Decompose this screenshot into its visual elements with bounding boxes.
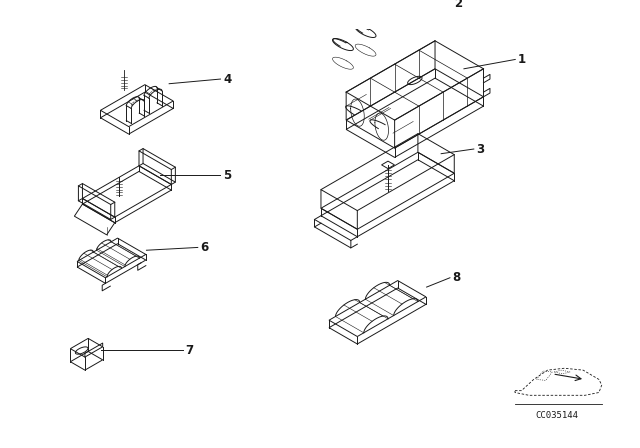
Text: 8: 8 xyxy=(452,271,461,284)
Text: 3: 3 xyxy=(477,142,484,155)
Text: 1: 1 xyxy=(518,53,526,66)
Text: 6: 6 xyxy=(200,241,209,254)
Text: 2: 2 xyxy=(454,0,463,10)
Text: 7: 7 xyxy=(186,344,193,357)
Text: 4: 4 xyxy=(223,73,232,86)
Text: CC035144: CC035144 xyxy=(536,411,579,420)
Text: 5: 5 xyxy=(223,168,232,181)
